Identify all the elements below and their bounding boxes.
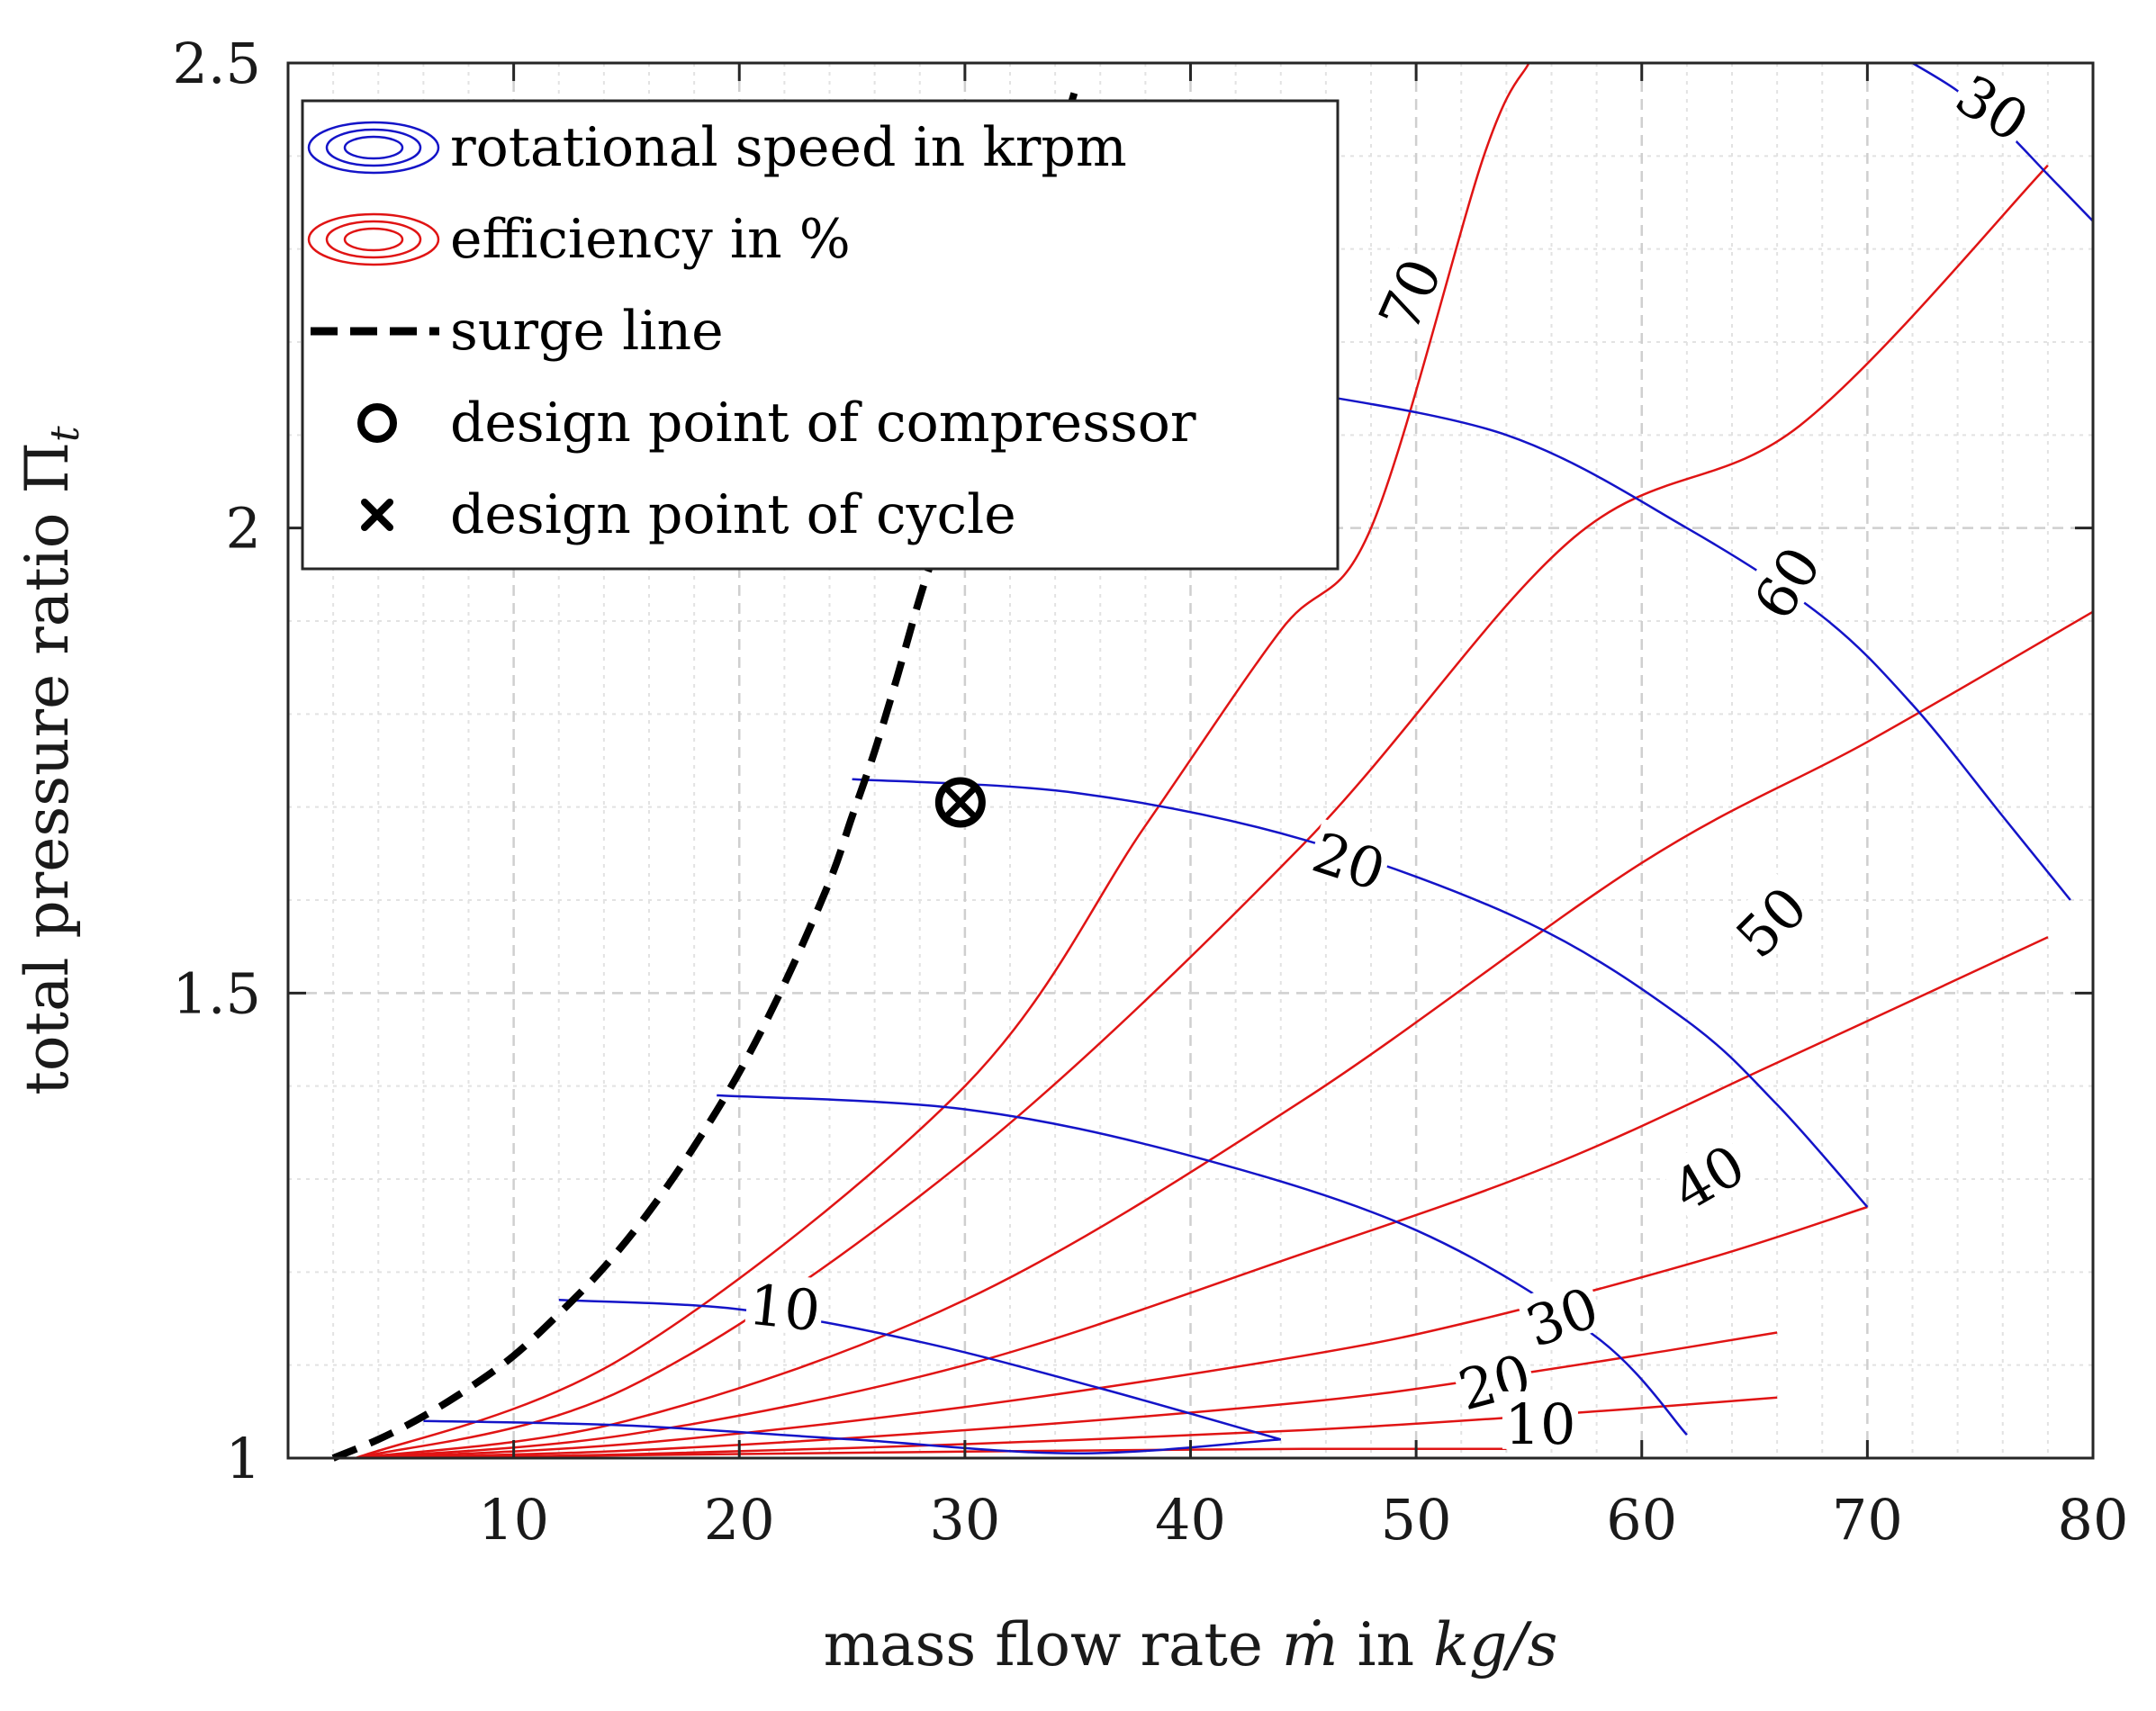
speed-contour-line — [423, 1419, 1281, 1455]
contour-label: 10 — [1502, 1391, 1578, 1457]
legend-box — [301, 99, 1340, 571]
x-tick-label: 40 — [1155, 1487, 1226, 1553]
axis-ticks: 10 20 30 40 50 60 70 80 1 1.5 2 2.5 — [172, 31, 2128, 1553]
circle-icon — [357, 403, 397, 443]
x-axis-label-prefix: mass flow rate — [824, 1610, 1282, 1679]
y-axis-label-symbol: Π — [13, 442, 82, 494]
legend-entry-efficiency: efficiency in % — [307, 208, 851, 271]
contour-label: 10 — [744, 1271, 826, 1345]
legend-label: design point of cycle — [450, 483, 1016, 546]
contour-label-halo — [1365, 247, 1448, 340]
x-tick-label: 60 — [1606, 1487, 1677, 1553]
x-tick-label: 50 — [1381, 1487, 1452, 1553]
legend-label: rotational speed in krpm — [450, 116, 1127, 179]
y-tick-label: 1 — [226, 1426, 261, 1491]
blue-ellipse-icon — [307, 121, 440, 175]
x-tick-label: 10 — [478, 1487, 549, 1553]
contour-label-halo — [1659, 1130, 1755, 1219]
y-tick-label: 1.5 — [172, 960, 261, 1026]
contour-label: 30 — [1515, 1273, 1607, 1360]
contour-label-halo — [1515, 1273, 1607, 1354]
speed-contour-line — [852, 778, 1869, 1208]
y-tick-label: 2 — [226, 496, 261, 562]
x-axis-label: mass flow rate ṁ in kg/s — [824, 1610, 1558, 1679]
x-tick-label: 70 — [1832, 1487, 1903, 1553]
efficiency-contour-line — [356, 1331, 1778, 1460]
contour-label-halo — [1502, 1391, 1578, 1449]
y-axis-label: total pressure ratio Πt — [13, 426, 88, 1095]
cross-icon — [361, 499, 393, 531]
legend-entry-surge: surge line — [311, 300, 724, 363]
contour-label-halo — [1721, 872, 1817, 967]
contour-label-text: 10 — [1505, 1391, 1576, 1457]
x-axis-label-unit: kg/s — [1433, 1610, 1557, 1679]
x-tick-label: 80 — [2058, 1487, 2129, 1553]
red-ellipse-icon — [307, 212, 440, 266]
y-axis-label-subscript: t — [42, 426, 88, 442]
speed-contour-line — [558, 1299, 1282, 1441]
x-tick-label: 20 — [704, 1487, 775, 1553]
contour-label-text: 10 — [745, 1272, 823, 1345]
contour-label-halo — [744, 1271, 826, 1337]
y-axis-label-prefix: total pressure ratio — [13, 494, 82, 1095]
contour-label: 20 — [1304, 818, 1395, 904]
contour-label-halo — [1739, 533, 1828, 629]
legend-label: design point of compressor — [450, 392, 1196, 455]
legend-entry-speed: rotational speed in krpm — [307, 116, 1127, 179]
efficiency-contour-line — [356, 936, 2049, 1460]
efficiency-contour-line — [355, 62, 1530, 1460]
legend-label: surge line — [450, 300, 724, 363]
x-axis-label-middle: in — [1339, 1610, 1434, 1679]
speed-contour-line — [717, 1094, 1688, 1436]
x-tick-label: 30 — [929, 1487, 1000, 1553]
efficiency-contour-line — [356, 1205, 1868, 1460]
x-axis-label-symbol: ṁ — [1282, 1610, 1339, 1679]
design-points — [934, 777, 986, 828]
contour-label-halo — [1304, 818, 1395, 897]
contour-label-halo — [1946, 60, 2042, 149]
design-point-cycle — [943, 786, 978, 819]
y-tick-label: 2.5 — [172, 31, 261, 96]
legend-label: efficiency in % — [450, 208, 851, 271]
legend-entry-cycle-point: design point of cycle — [361, 483, 1016, 546]
efficiency-contour-line — [356, 610, 2094, 1460]
legend: rotational speed in krpm efficiency in %… — [301, 99, 1340, 571]
cross-stroke — [943, 786, 978, 819]
efficiency-contour-line — [355, 164, 2049, 1460]
legend-entry-compressor-point: design point of compressor — [357, 392, 1196, 455]
